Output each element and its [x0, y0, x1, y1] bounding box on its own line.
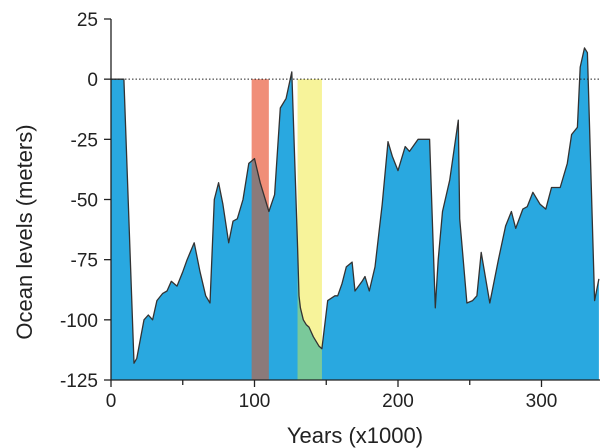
y-tick-label: 25: [77, 10, 98, 31]
y-tick-label: 0: [87, 70, 98, 91]
sea-level-area: [111, 47, 599, 380]
x-tick-label: 100: [239, 391, 271, 412]
x-tick-label: 0: [106, 391, 117, 412]
y-tick-label: -100: [60, 311, 98, 332]
y-tick-label: -25: [71, 130, 98, 151]
tick-labels: 25 0 -25 -50 -75 -100 -125 0 100 200 300: [60, 10, 557, 412]
sea-level-line: [111, 47, 600, 364]
y-tick-label: -50: [71, 191, 98, 212]
axes: [104, 18, 600, 387]
x-axis-title: Years (x1000): [287, 423, 423, 448]
y-axis-title: Ocean levels (meters): [12, 124, 37, 339]
x-tick-label: 300: [526, 391, 558, 412]
y-tick-label: -75: [71, 251, 98, 272]
x-tick-label: 200: [382, 391, 414, 412]
y-tick-label: -125: [60, 371, 98, 392]
